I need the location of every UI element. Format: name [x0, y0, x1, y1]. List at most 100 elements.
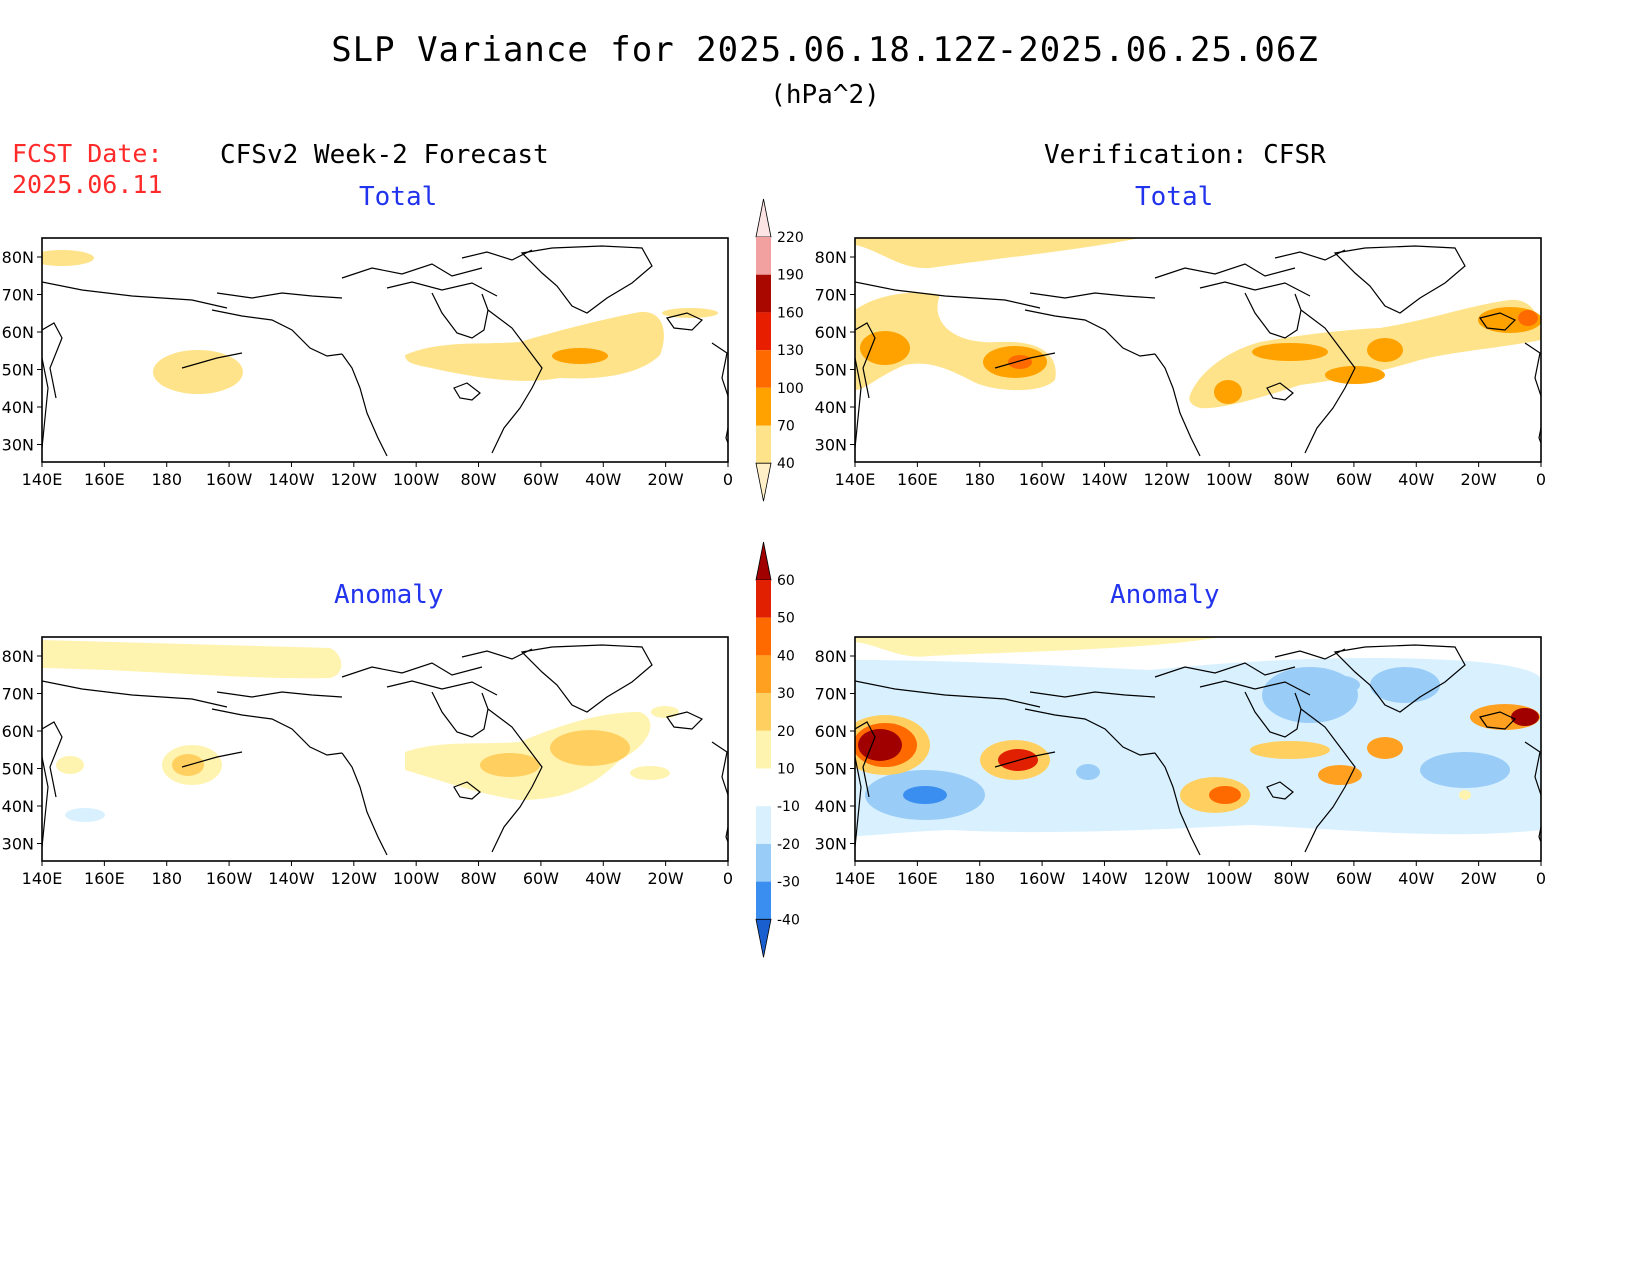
lon-tick-label: 120W: [1144, 470, 1191, 489]
lat-tick-label: 30N: [815, 835, 847, 854]
lon-tick-label: 0: [723, 869, 733, 888]
lat-tick-label: 60N: [2, 323, 34, 342]
lat-tick-label: 40N: [2, 797, 34, 816]
colorbar-tick-label: 30: [777, 686, 795, 702]
colorbar-segment: [756, 425, 771, 464]
colorbar-tick-label: -20: [777, 837, 800, 853]
colorbar-tick-label: -40: [777, 912, 800, 928]
colorbar-total: 220 190 160 130 100 70 40: [755, 198, 804, 502]
colorbar-tick-label: 40: [777, 648, 795, 664]
colorbar-tick-label: 60: [777, 573, 795, 589]
lon-tick-label: 20W: [1461, 869, 1497, 888]
lon-tick-label: 140E: [835, 869, 876, 888]
verification-column-title: Verification: CFSR: [1044, 140, 1326, 170]
map-panel-verification-anomaly: [854, 636, 1542, 862]
lat-tick-label: 80N: [815, 647, 847, 666]
figure-units: (hPa^2): [770, 80, 880, 110]
lon-tick-label: 160E: [897, 470, 938, 489]
lon-tick-label: 180: [151, 869, 182, 888]
lon-tick-label: 20W: [648, 470, 684, 489]
lat-tick-label: 70N: [815, 286, 847, 305]
lon-tick-label: 100W: [1206, 470, 1253, 489]
lon-tick-label: 80W: [1273, 869, 1309, 888]
panel-title-forecast-total: Total: [359, 182, 438, 212]
colorbar-tick-label: 130: [777, 343, 804, 359]
colorbar-tick-label: 10: [777, 762, 795, 778]
colorbar-segment: [756, 843, 771, 882]
lon-tick-label: 140E: [835, 470, 876, 489]
lat-tick-label: 50N: [815, 760, 847, 779]
lat-tick-label: 70N: [2, 685, 34, 704]
colorbar-segment: [756, 387, 771, 426]
map-panel-verification-total: [854, 237, 1542, 463]
lat-tick-label: 50N: [2, 760, 34, 779]
colorbar-segment: [756, 617, 771, 656]
lon-tick-label: 100W: [393, 869, 440, 888]
lon-tick-label: 160E: [84, 869, 125, 888]
colorbar-segment: [756, 730, 771, 769]
forecast-date-value: 2025.06.11: [12, 170, 163, 199]
lat-tick-label: 30N: [2, 436, 34, 455]
lon-tick-label: 160W: [206, 869, 253, 888]
lon-tick-label: 140E: [22, 869, 63, 888]
colorbar-top-arrow: [755, 198, 772, 238]
lon-tick-label: 20W: [648, 869, 684, 888]
lon-tick-label: 0: [1536, 470, 1546, 489]
lon-tick-label: 180: [151, 470, 182, 489]
lat-tick-label: 30N: [815, 436, 847, 455]
lat-tick-label: 60N: [815, 722, 847, 741]
colorbar-tick-label: -30: [777, 875, 800, 891]
lat-tick-label: 40N: [815, 398, 847, 417]
lon-tick-label: 140W: [1081, 869, 1128, 888]
panel-title-forecast-anomaly: Anomaly: [334, 580, 444, 610]
forecast-column-title: CFSv2 Week-2 Forecast: [220, 140, 549, 170]
lat-tick-label: 60N: [815, 323, 847, 342]
map-axis-labels: 80N 70N 60N 50N 40N 30N 140E 160E 180 160W 140W 120…: [2, 248, 1546, 888]
colorbar-segment: [756, 237, 771, 275]
lon-tick-label: 80W: [460, 470, 496, 489]
lon-tick-label: 140W: [1081, 470, 1128, 489]
lon-tick-label: 160W: [206, 470, 253, 489]
colorbar-segment: [756, 350, 771, 388]
lat-tick-label: 80N: [815, 248, 847, 267]
lon-tick-label: 160W: [1019, 869, 1066, 888]
lat-tick-label: 40N: [2, 398, 34, 417]
colorbar-segment: [756, 580, 771, 618]
lon-tick-label: 160E: [84, 470, 125, 489]
colorbar-segment: [756, 806, 771, 844]
lon-tick-label: 80W: [460, 869, 496, 888]
panel-title-verification-anomaly: Anomaly: [1110, 580, 1220, 610]
lon-tick-label: 40W: [1398, 869, 1434, 888]
lon-tick-label: 160E: [897, 869, 938, 888]
colorbar-tick-label: 220: [777, 230, 804, 246]
lon-tick-label: 40W: [585, 869, 621, 888]
colorbar-top-arrow: [755, 541, 772, 581]
lat-tick-label: 80N: [2, 647, 34, 666]
figure-title: SLP Variance for 2025.06.18.12Z-2025.06.…: [331, 30, 1319, 70]
lat-tick-label: 50N: [2, 361, 34, 380]
forecast-date-label: FCST Date:: [12, 139, 163, 168]
colorbar-tick-label: 100: [777, 381, 804, 397]
colorbar-tick-label: 40: [777, 456, 795, 472]
lon-tick-label: 140W: [268, 869, 315, 888]
lon-tick-label: 40W: [585, 470, 621, 489]
lon-tick-label: 180: [964, 869, 995, 888]
lat-tick-label: 80N: [2, 248, 34, 267]
colorbar-segment: [756, 768, 771, 807]
lat-tick-label: 50N: [815, 361, 847, 380]
lon-tick-label: 160W: [1019, 470, 1066, 489]
colorbar-tick-label: -10: [777, 799, 800, 815]
lon-tick-label: 100W: [1206, 869, 1253, 888]
lon-tick-label: 140E: [22, 470, 63, 489]
colorbar-tick-label: 160: [777, 305, 804, 321]
lon-tick-label: 60W: [1336, 470, 1372, 489]
lon-tick-label: 60W: [523, 869, 559, 888]
lon-tick-label: 60W: [1336, 869, 1372, 888]
lat-tick-label: 40N: [815, 797, 847, 816]
colorbar-segment: [756, 693, 771, 731]
lon-tick-label: 180: [964, 470, 995, 489]
lon-tick-label: 20W: [1461, 470, 1497, 489]
map-panel-forecast-total: [41, 237, 729, 463]
lon-tick-label: 80W: [1273, 470, 1309, 489]
